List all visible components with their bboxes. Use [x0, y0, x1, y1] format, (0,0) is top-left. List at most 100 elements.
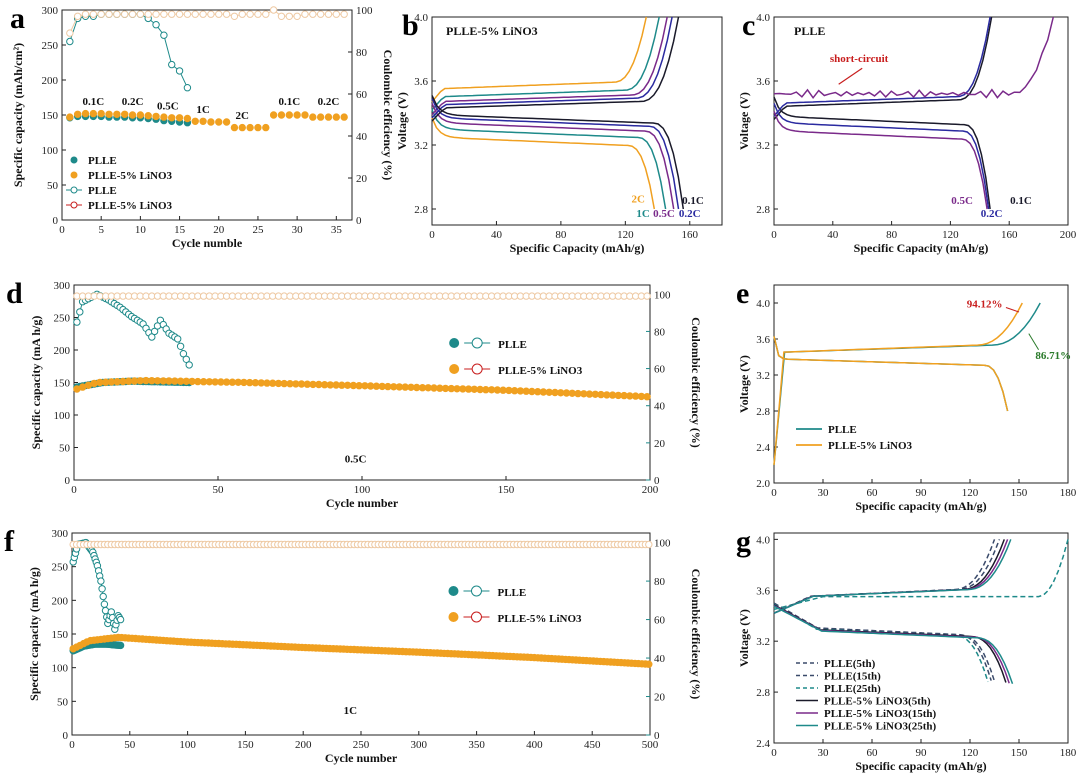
y2-tick-label: 60: [654, 615, 666, 627]
data-point: [175, 67, 184, 75]
y2-tick-label: 20: [356, 173, 368, 185]
x-tick-label: 90: [916, 747, 928, 759]
data-point: [100, 600, 109, 608]
x-tick-label: 200: [295, 739, 312, 751]
y-axis-label: Voltage (V): [737, 92, 751, 150]
data-point: [73, 12, 82, 20]
data-point: [89, 10, 98, 18]
panel-e: 0 30 60 90 120 150 180 2.0 2.4 2.8 3.2 3.6 4.0 Specif…: [736, 277, 1077, 513]
data-point: [160, 113, 168, 121]
data-point: [643, 393, 651, 401]
legend: PLLE PLLE-5% LiNO3 PLLE PLLE-5% LiNO3: [66, 155, 173, 212]
rate-label: 0.1C: [1010, 195, 1032, 207]
y-tick-label: 3.2: [414, 140, 428, 152]
y2-tick-label: 0: [654, 730, 660, 742]
y2-tick-label: 80: [654, 326, 666, 338]
x-tick-label: 60: [867, 487, 879, 499]
y-tick-label: 150: [42, 110, 59, 122]
data-point: [340, 113, 348, 121]
x-tick-label: 40: [491, 229, 503, 241]
discharge-curve: [773, 336, 1009, 412]
data-point: [645, 540, 653, 549]
data-point: [222, 118, 231, 126]
panel-d: 0 50 100 150 2000501001502002503000204060801…: [6, 277, 703, 510]
data-point: [269, 6, 278, 14]
x-tick-label: 200: [642, 484, 659, 496]
legend-marker: [70, 186, 78, 194]
data-point: [230, 12, 239, 20]
y2-tick-label: 100: [654, 538, 671, 550]
legend-marker: [470, 585, 482, 597]
series-line: [76, 293, 190, 366]
legend-marker: [470, 611, 482, 623]
legend-marker: [70, 201, 78, 209]
data-point: [254, 123, 262, 132]
data-point: [76, 308, 84, 316]
panel-label: e: [736, 277, 749, 310]
data-point: [97, 577, 105, 585]
annotation: 94.12%: [967, 299, 1003, 311]
y-tick-label: 100: [54, 410, 71, 422]
y-axis-label: Voltage (V): [737, 355, 751, 413]
x-tick-label: 0: [71, 484, 77, 496]
y-tick-label: 2.8: [756, 204, 770, 216]
data-point: [182, 355, 191, 363]
x-tick-label: 200: [1060, 229, 1077, 241]
x-tick-label: 150: [237, 739, 254, 751]
x-tick-label: 10: [135, 224, 147, 236]
charge-curve: [431, 16, 648, 103]
x-tick-label: 0: [771, 487, 777, 499]
y2-tick-label: 20: [654, 692, 666, 704]
data-point: [301, 10, 309, 18]
rate-label: 0.1C: [682, 195, 704, 207]
x-tick-label: 0: [771, 229, 777, 241]
discharge-curve: [431, 103, 675, 210]
panel-f: 0 50 100 150 200 250 300 350 400 450 5000501001502…: [4, 525, 703, 765]
charge-curve: [431, 16, 680, 122]
y-tick-label: 250: [42, 40, 59, 52]
x-tick-label: 5: [98, 224, 104, 236]
legend-label: PLLE: [88, 155, 117, 167]
y-tick-label: 2.0: [756, 478, 770, 490]
data-point: [332, 10, 341, 18]
annotation-arrow: [1005, 307, 1020, 313]
y2-axis-label: Coulombic efficiency (%): [381, 50, 395, 181]
y2-tick-label: 80: [356, 47, 368, 59]
legend-label: PLLE-5% LiNO3: [88, 170, 173, 182]
data-point: [66, 37, 74, 46]
legend: PLLE PLLE-5% LiNO3: [448, 585, 582, 625]
x-axis-label: Specific capacity (mAh/g): [855, 499, 986, 513]
x-tick-label: 400: [526, 739, 543, 751]
charge-curve: [773, 539, 1005, 614]
data-point: [97, 109, 105, 118]
data-point: [144, 112, 152, 120]
data-point: [152, 10, 160, 18]
y-tick-label: 0: [53, 215, 59, 227]
data-point: [168, 114, 176, 122]
data-point: [128, 10, 137, 18]
rate-label: 0.2C: [318, 96, 340, 108]
data-point: [238, 10, 246, 18]
y2-axis-label: Coulombic efficiency (%): [689, 569, 703, 700]
legend-marker: [448, 586, 459, 596]
x-tick-label: 160: [682, 229, 699, 241]
rate-label: 2C: [236, 110, 250, 122]
charge-curve: [773, 16, 1055, 100]
x-tick-label: 30: [818, 747, 830, 759]
data-point: [97, 10, 105, 18]
panel-a: 0 5 10 15 20 25 30 35 0 50 100 150 200 250 300 0 20 40 60 8…: [10, 2, 395, 250]
rate-label: 0.2C: [122, 96, 144, 108]
x-axis-label: Specific Capacity (mAh/g): [854, 241, 989, 255]
x-tick-label: 250: [353, 739, 370, 751]
x-tick-label: 120: [962, 747, 979, 759]
charge-curve: [773, 302, 1023, 466]
y2-tick-label: 100: [654, 289, 671, 301]
data-point: [113, 110, 121, 119]
y-tick-label: 3.2: [756, 370, 770, 382]
plot-frame: [773, 16, 1069, 226]
y-tick-label: 200: [54, 345, 71, 357]
rate-label: 0.5C: [653, 208, 675, 220]
charge-curve: [773, 16, 993, 120]
x-tick-label: 35: [331, 224, 343, 236]
data-point: [179, 350, 188, 358]
